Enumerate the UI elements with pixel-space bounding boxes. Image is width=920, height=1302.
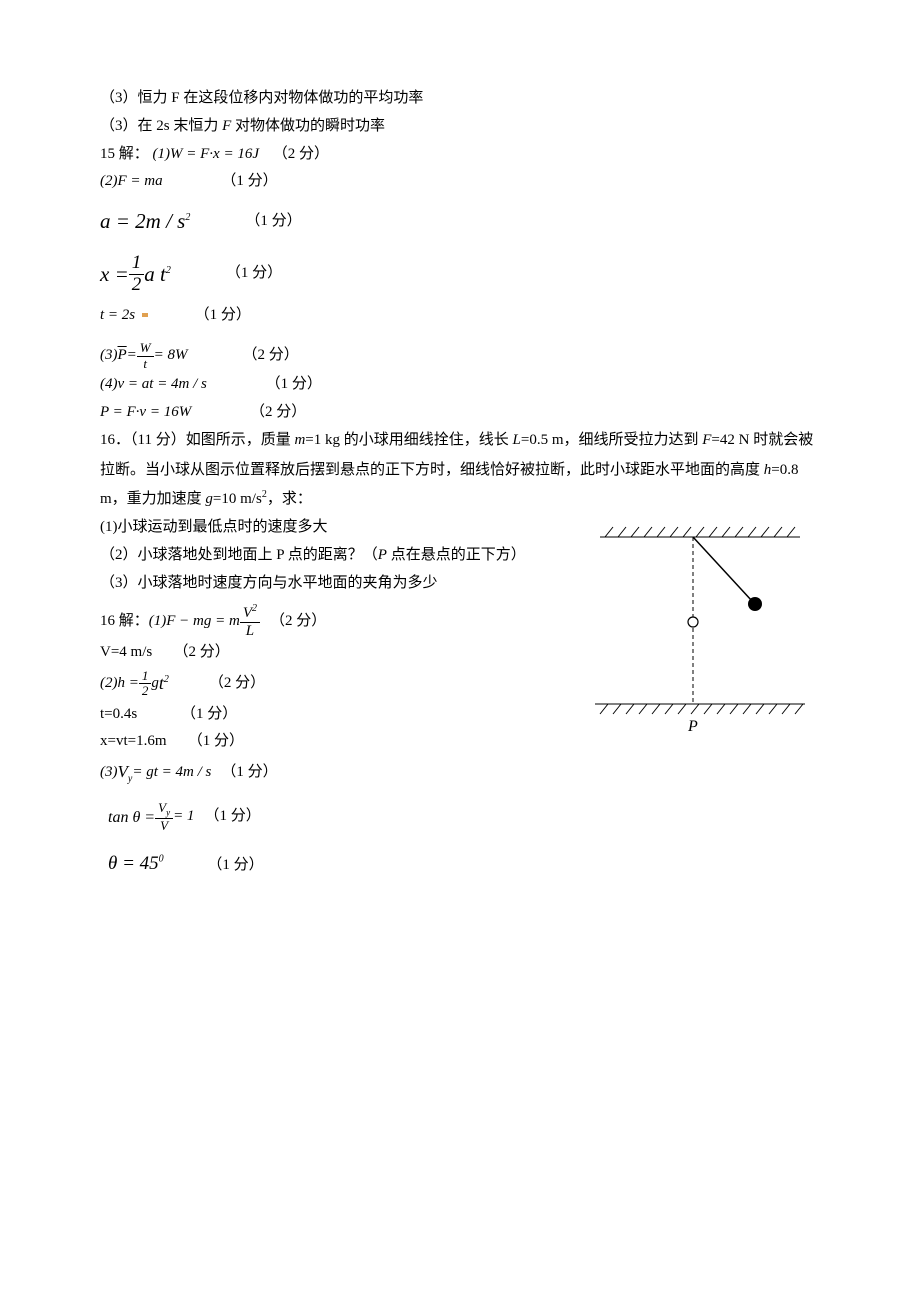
sol16-1: 16 解： (1)F − mg = m V2L （2 分） (100, 603, 570, 639)
sol15-3: (3) P = Wt = 8W （2 分） (100, 341, 820, 371)
sol16-tan: tan θ = VyV = 1 （1 分） (108, 801, 570, 834)
sol15-2a: (2)F = ma （1 分） (100, 168, 820, 196)
sol16-3: (3) Vy = gt = 4m / s （1 分） (100, 756, 570, 789)
pendulum-figure: P (570, 514, 820, 745)
figure-label-p: P (687, 718, 698, 734)
sol15-1: 15 解： (1)W = F·x = 16J （2 分） (100, 141, 820, 169)
q16-sub2: （2）小球落地处到地面上 P 点的距离？（P 点在悬点的正下方） (100, 542, 570, 570)
q3b: （3）在 2s 末恒力 F 对物体做功的瞬时功率 (100, 113, 820, 141)
sol15-2b: a = 2m / s2 （1 分） (100, 202, 820, 241)
orange-dot (142, 313, 148, 317)
q16-sub1: (1)小球运动到最低点时的速度多大 (100, 514, 570, 542)
sol15-2c: x = 12 a t2 （1 分） (100, 253, 820, 296)
sol16-theta: θ = 450 （1 分） (108, 846, 570, 881)
sol16-2: (2)h = 12 g t2 （2 分） (100, 667, 570, 700)
q16-sub3: （3）小球落地时速度方向与水平地面的夹角为多少 (100, 570, 570, 598)
sol15-4b: P = F·v = 16W （2 分） (100, 399, 820, 427)
sol15-4a: (4)v = at = 4m / s （1 分） (100, 371, 820, 399)
document-body: （3）恒力 F 在这段位移内对物体做功的平均功率 （3）在 2s 末恒力 F 对… (100, 85, 820, 881)
q16: 16．（11 分）如图所示，质量 m=1 kg 的小球用细线拴住，线长 L=0.… (100, 426, 820, 514)
sol16-x: x=vt=1.6m （1 分） (100, 728, 570, 756)
sol16-V: V=4 m/s （2 分） (100, 639, 570, 667)
sol15-2d: t = 2s （1 分） (100, 302, 820, 330)
q3a: （3）恒力 F 在这段位移内对物体做功的平均功率 (100, 85, 820, 113)
q16-subs-and-figure: (1)小球运动到最低点时的速度多大 （2）小球落地处到地面上 P 点的距离？（P… (100, 514, 820, 881)
sol16-t: t=0.4s （1 分） (100, 701, 570, 729)
